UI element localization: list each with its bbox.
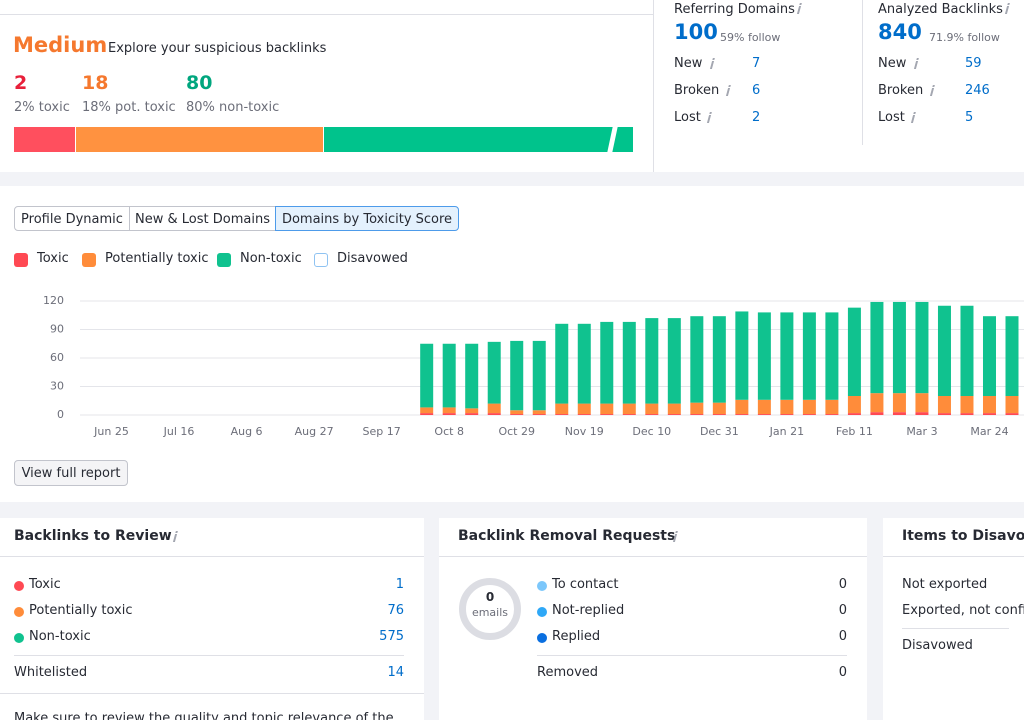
summary-card: Medium Explore your suspicious backlinks 2… bbox=[0, 0, 1024, 172]
info-icon bbox=[706, 115, 712, 123]
count: 18 bbox=[82, 72, 109, 94]
card: Items to Disavow Not exported Exported, no… bbox=[883, 518, 1024, 720]
row-value: 1 bbox=[395, 577, 404, 592]
info-icon bbox=[725, 88, 731, 96]
risk-level: Medium bbox=[13, 33, 108, 57]
row-value: 0 bbox=[838, 665, 847, 680]
card-title: Backlink Removal Requests bbox=[458, 528, 676, 544]
count: 80 bbox=[186, 72, 213, 94]
emails-ring bbox=[459, 578, 521, 640]
row-value: 0 bbox=[838, 603, 847, 618]
info-icon bbox=[1004, 6, 1010, 14]
row-label: Removed bbox=[537, 665, 599, 680]
row-value: 14 bbox=[387, 665, 404, 680]
stat-row-value: 5 bbox=[965, 110, 974, 125]
stat-row-label: Broken bbox=[878, 83, 924, 98]
count-label: 2% toxic bbox=[14, 100, 70, 115]
divider bbox=[902, 628, 1009, 629]
info-icon bbox=[929, 88, 935, 96]
status-dot bbox=[14, 581, 24, 591]
info-icon bbox=[172, 534, 178, 542]
stat-row-value: 59 bbox=[965, 56, 982, 71]
row-label: Replied bbox=[552, 629, 601, 644]
stat-title: Referring Domains bbox=[674, 2, 795, 17]
legend-label: Non-toxic bbox=[240, 251, 302, 266]
tab[interactable]: Domains by Toxicity Score bbox=[275, 206, 459, 231]
chart-card: Profile Dynamic New & Lost Domains Domains… bbox=[0, 186, 1024, 502]
toxicity-bar-segment bbox=[324, 127, 633, 152]
info-icon bbox=[913, 61, 919, 69]
vertical-divider bbox=[862, 0, 863, 145]
row-label: Non-toxic bbox=[29, 629, 91, 644]
stat-value: 840 bbox=[878, 20, 922, 44]
card-title: Items to Disavow bbox=[902, 528, 1024, 544]
card-note: Make sure to review the quality and topi… bbox=[14, 711, 394, 720]
row-label: Not exported bbox=[902, 577, 988, 592]
legend-checkbox[interactable] bbox=[82, 253, 96, 267]
stat-row-label: New bbox=[674, 56, 703, 71]
info-icon bbox=[910, 115, 916, 123]
stat-row-value: 7 bbox=[752, 56, 761, 71]
emails-label: emails bbox=[471, 606, 509, 619]
row-label: To contact bbox=[552, 577, 619, 592]
divider bbox=[537, 655, 847, 656]
description: Explore your suspicious backlinks bbox=[108, 41, 327, 56]
stat-row-label: Lost bbox=[878, 110, 905, 125]
stat-row-label: New bbox=[878, 56, 907, 71]
row-label: Exported, not confirmed bbox=[902, 603, 1024, 618]
row-label: Not-replied bbox=[552, 603, 625, 618]
divider bbox=[14, 655, 404, 656]
legend-label: Potentially toxic bbox=[105, 251, 209, 266]
vertical-divider bbox=[653, 0, 654, 172]
toxicity-bar-segment bbox=[76, 127, 323, 152]
divider bbox=[439, 556, 867, 557]
status-dot bbox=[537, 633, 547, 643]
status-dot bbox=[14, 633, 24, 643]
toxicity-bar-segment bbox=[14, 127, 75, 152]
emails-count: 0 bbox=[485, 590, 495, 604]
stat-row-label: Broken bbox=[674, 83, 720, 98]
row-label: Disavowed bbox=[902, 638, 973, 653]
row-label: Whitelisted bbox=[14, 665, 88, 680]
card-title: Backlinks to Review bbox=[14, 528, 172, 544]
info-icon bbox=[709, 61, 715, 69]
count: 2 bbox=[14, 72, 28, 94]
count-label: 18% pot. toxic bbox=[82, 100, 176, 115]
divider bbox=[0, 556, 424, 557]
row-label: Potentially toxic bbox=[29, 603, 133, 618]
count-label: 80% non-toxic bbox=[186, 100, 280, 115]
divider bbox=[883, 556, 1024, 557]
stat-note: 59% follow bbox=[720, 31, 781, 44]
stat-row-value: 246 bbox=[965, 83, 990, 98]
stat-row-value: 2 bbox=[752, 110, 761, 125]
stat-note: 71.9% follow bbox=[929, 31, 1000, 44]
info-icon bbox=[796, 6, 802, 14]
row-value: 575 bbox=[379, 629, 404, 644]
tab[interactable]: New & Lost Domains bbox=[129, 206, 276, 231]
legend-label: Toxic bbox=[37, 251, 69, 266]
stat-row-value: 6 bbox=[752, 83, 761, 98]
row-value: 76 bbox=[387, 603, 404, 618]
legend-checkbox[interactable] bbox=[14, 253, 28, 267]
row-value: 0 bbox=[838, 629, 847, 644]
legend-checkbox[interactable] bbox=[217, 253, 231, 267]
info-icon bbox=[672, 534, 678, 542]
status-dot bbox=[14, 607, 24, 617]
tab[interactable]: Profile Dynamic bbox=[14, 206, 130, 231]
legend-checkbox[interactable] bbox=[314, 253, 328, 267]
stat-value: 100 bbox=[674, 20, 718, 44]
button[interactable]: View full report bbox=[14, 460, 128, 486]
stat-row-label: Lost bbox=[674, 110, 701, 125]
card: Backlinks to Review Toxic 1 Potentially tox… bbox=[0, 518, 424, 720]
status-dot bbox=[537, 581, 547, 591]
divider bbox=[0, 693, 424, 694]
legend-label: Disavowed bbox=[337, 251, 408, 266]
stat-title: Analyzed Backlinks bbox=[878, 2, 1003, 17]
card: Backlink Removal Requests To contact 0 Not-… bbox=[439, 518, 867, 720]
status-dot bbox=[537, 607, 547, 617]
row-label: Toxic bbox=[29, 577, 61, 592]
row-value: 0 bbox=[838, 577, 847, 592]
divider bbox=[0, 14, 653, 15]
